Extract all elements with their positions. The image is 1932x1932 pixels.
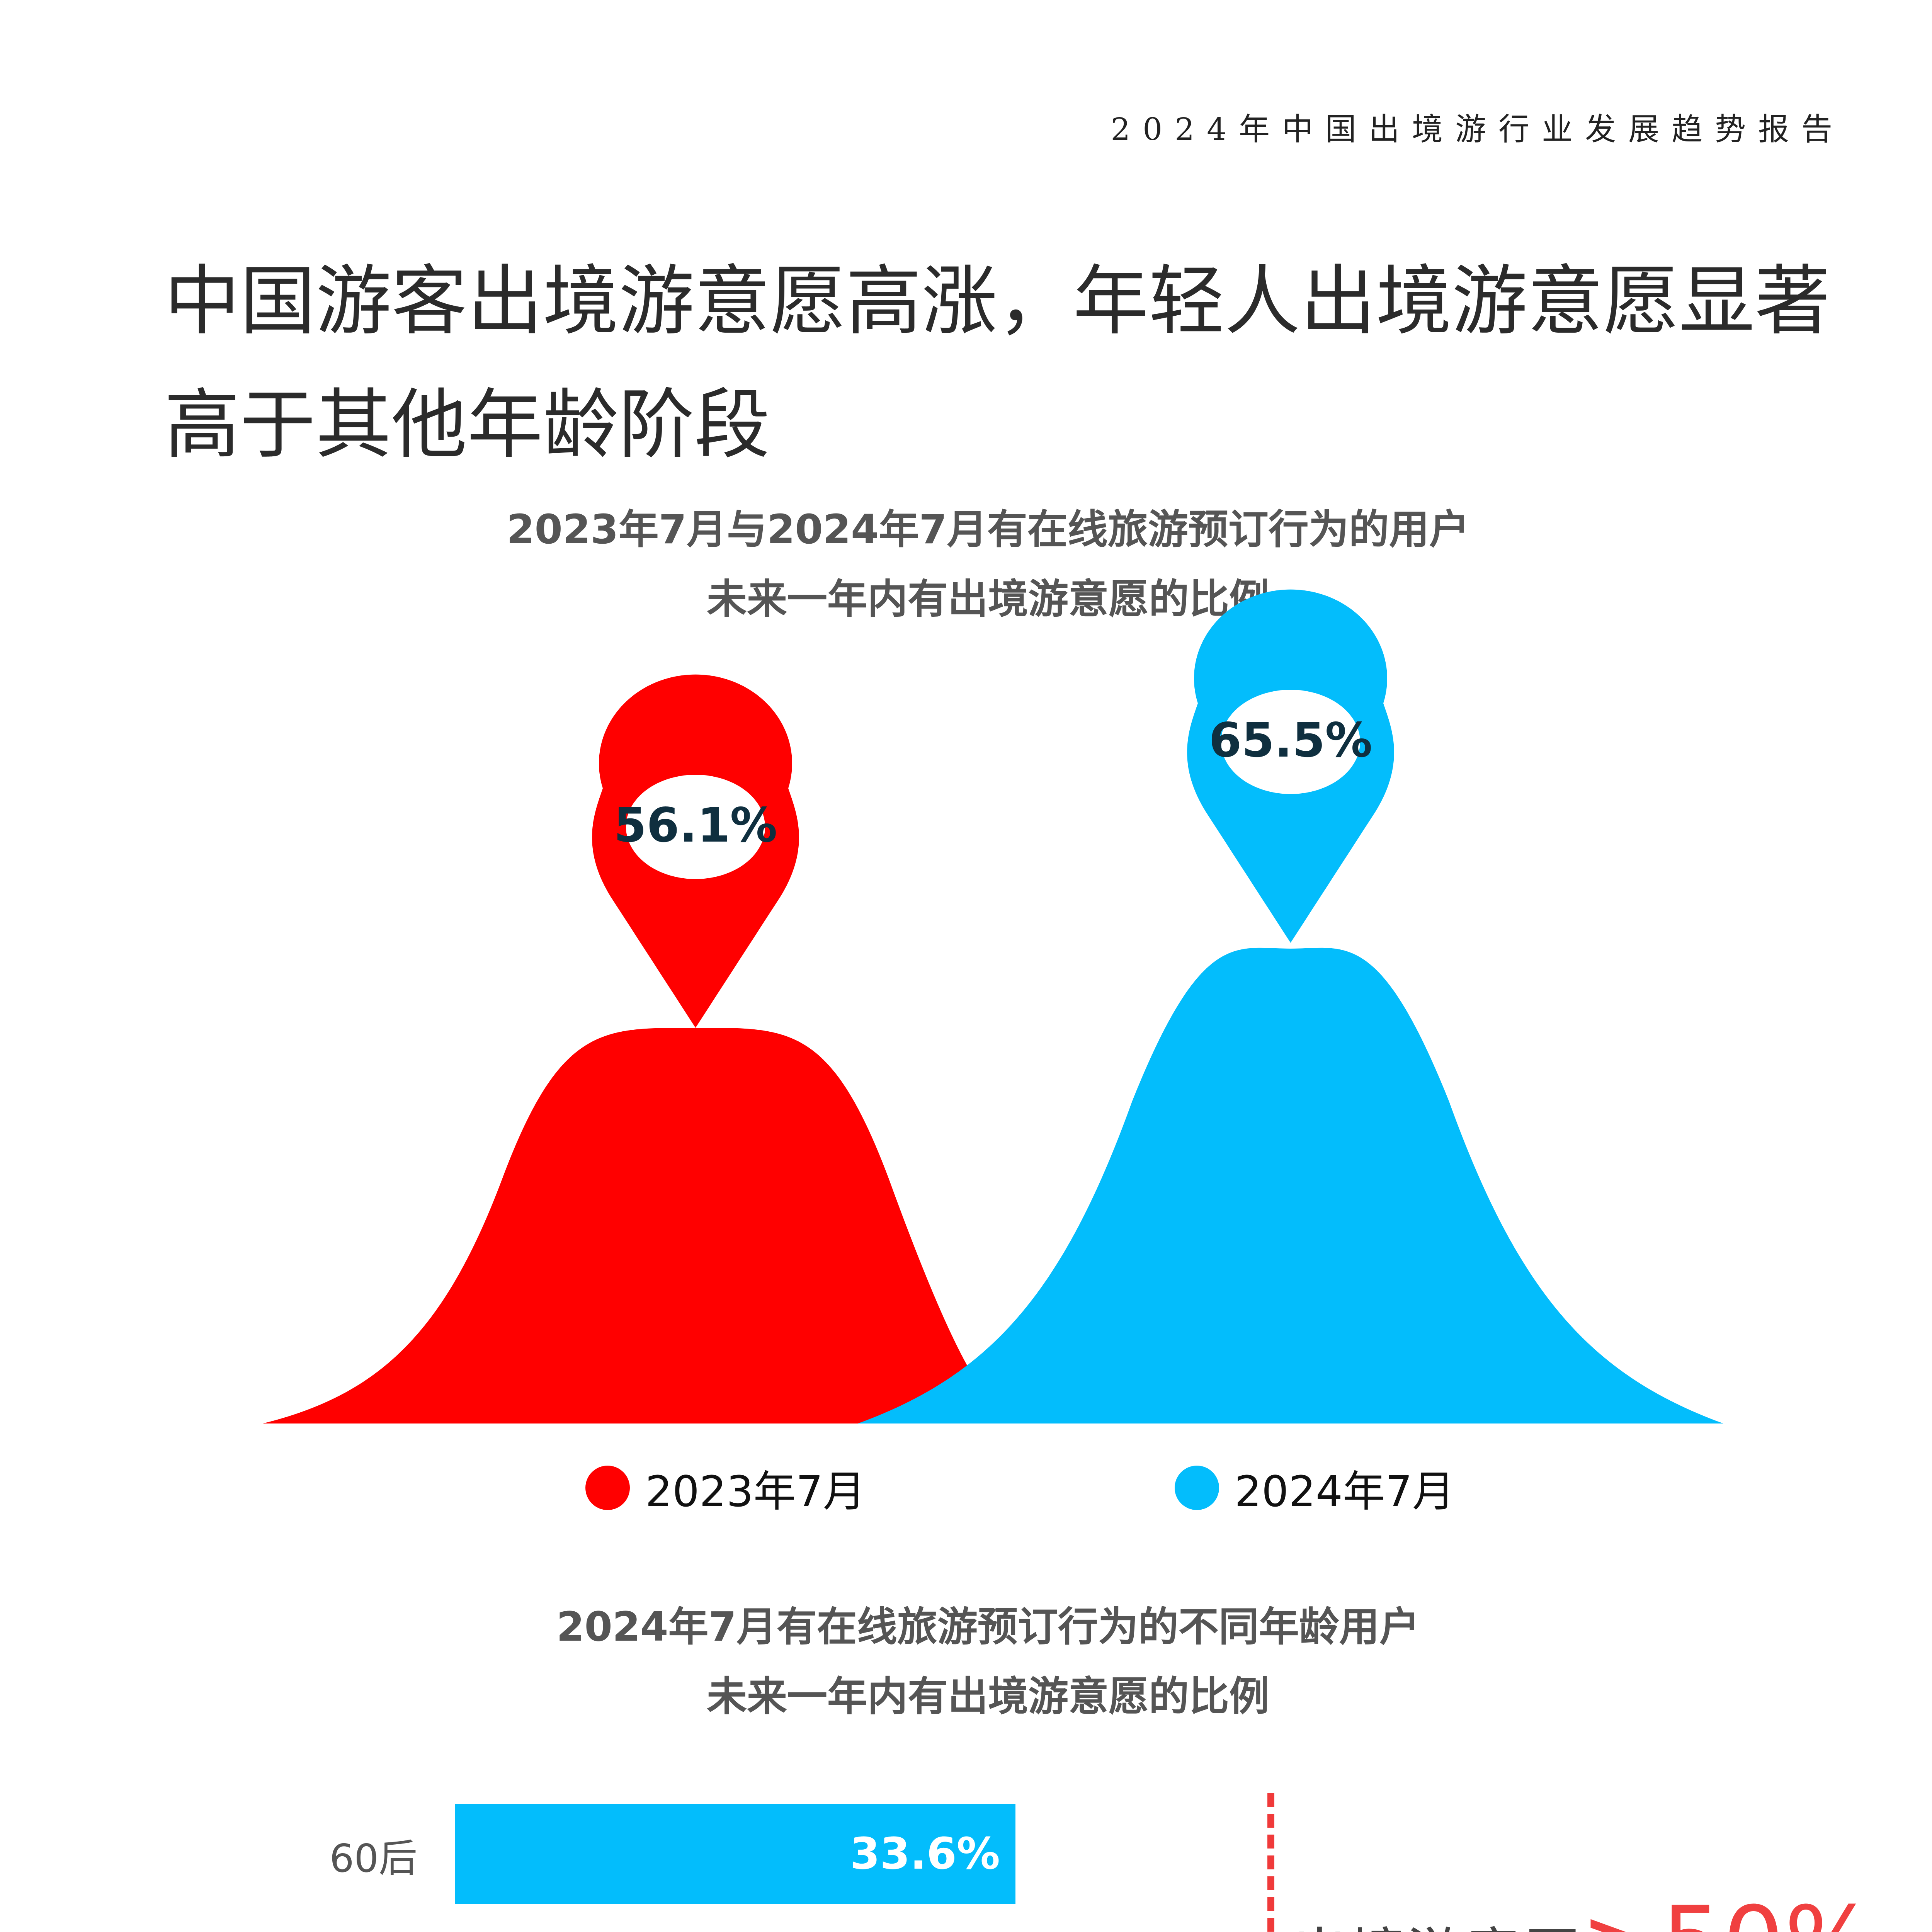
report-header-title: 2024年中国出境游行业发展趋势报告 [1111, 111, 1845, 147]
map-pin-icon-2024 [1187, 589, 1394, 943]
threshold-value: >50% [1580, 1886, 1876, 1932]
legend-dot-blue-icon [1175, 1465, 1219, 1510]
chart2-title: 2024年7月有在线旅游预订行为的不同年龄用户 未来一年内有出境游意愿的比例 [0, 1592, 1932, 1731]
bar-label-60s: 60后 [329, 1836, 417, 1881]
bar-60s: 33.6% [455, 1804, 1015, 1904]
threshold-dashed-line [1267, 1793, 1274, 1932]
bell-curve-2023 [263, 1027, 989, 1423]
threshold-annotation: 出境游意愿>50% [1291, 1886, 1876, 1932]
threshold-text: 出境游意愿 [1291, 1922, 1580, 1932]
chart1-title: 2023年7月与2024年7月有在线旅游预订行为的用户 未来一年内有出境游意愿的… [0, 495, 1932, 634]
legend-item-2023: 2023年7月 [585, 1457, 866, 1519]
bell-curve-chart [263, 589, 1723, 1423]
chart2-title-line2: 未来一年内有出境游意愿的比例 [706, 1673, 1269, 1720]
pin-value-2024: 65.5% [1209, 713, 1372, 768]
legend-label: 2023年7月 [645, 1467, 866, 1516]
bar-value: 33.6% [850, 1829, 1000, 1879]
pin-value-2023: 56.1% [614, 798, 777, 853]
page-title: 中国游客出境游意愿高涨，年轻人出境游意愿显著高于其他年龄阶段 [164, 257, 1831, 469]
map-pin-icon-2023 [592, 674, 799, 1028]
legend-dot-red-icon [585, 1465, 630, 1510]
chart1-title-line1: 2023年7月与2024年7月有在线旅游预订行为的用户 [507, 506, 1469, 553]
legend-item-2024: 2024年7月 [1175, 1457, 1455, 1519]
chart1-title-line2: 未来一年内有出境游意愿的比例 [706, 575, 1269, 622]
chart2-title-line1: 2024年7月有在线旅游预订行为的不同年龄用户 [556, 1603, 1420, 1650]
bell-curve-2024 [858, 947, 1723, 1423]
legend-label: 2024年7月 [1235, 1467, 1455, 1516]
